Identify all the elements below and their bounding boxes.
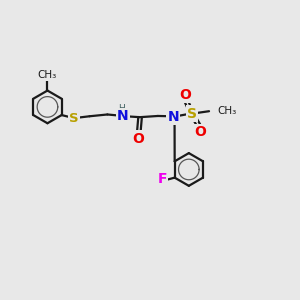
- Text: O: O: [179, 88, 191, 102]
- Text: F: F: [158, 172, 167, 186]
- Text: N: N: [168, 110, 179, 124]
- Text: H: H: [118, 104, 125, 113]
- Text: S: S: [187, 106, 197, 121]
- Text: O: O: [194, 125, 206, 139]
- Text: O: O: [133, 132, 145, 145]
- Text: CH₃: CH₃: [218, 106, 237, 116]
- Text: N: N: [117, 109, 129, 123]
- Text: S: S: [69, 112, 79, 124]
- Text: CH₃: CH₃: [38, 70, 57, 80]
